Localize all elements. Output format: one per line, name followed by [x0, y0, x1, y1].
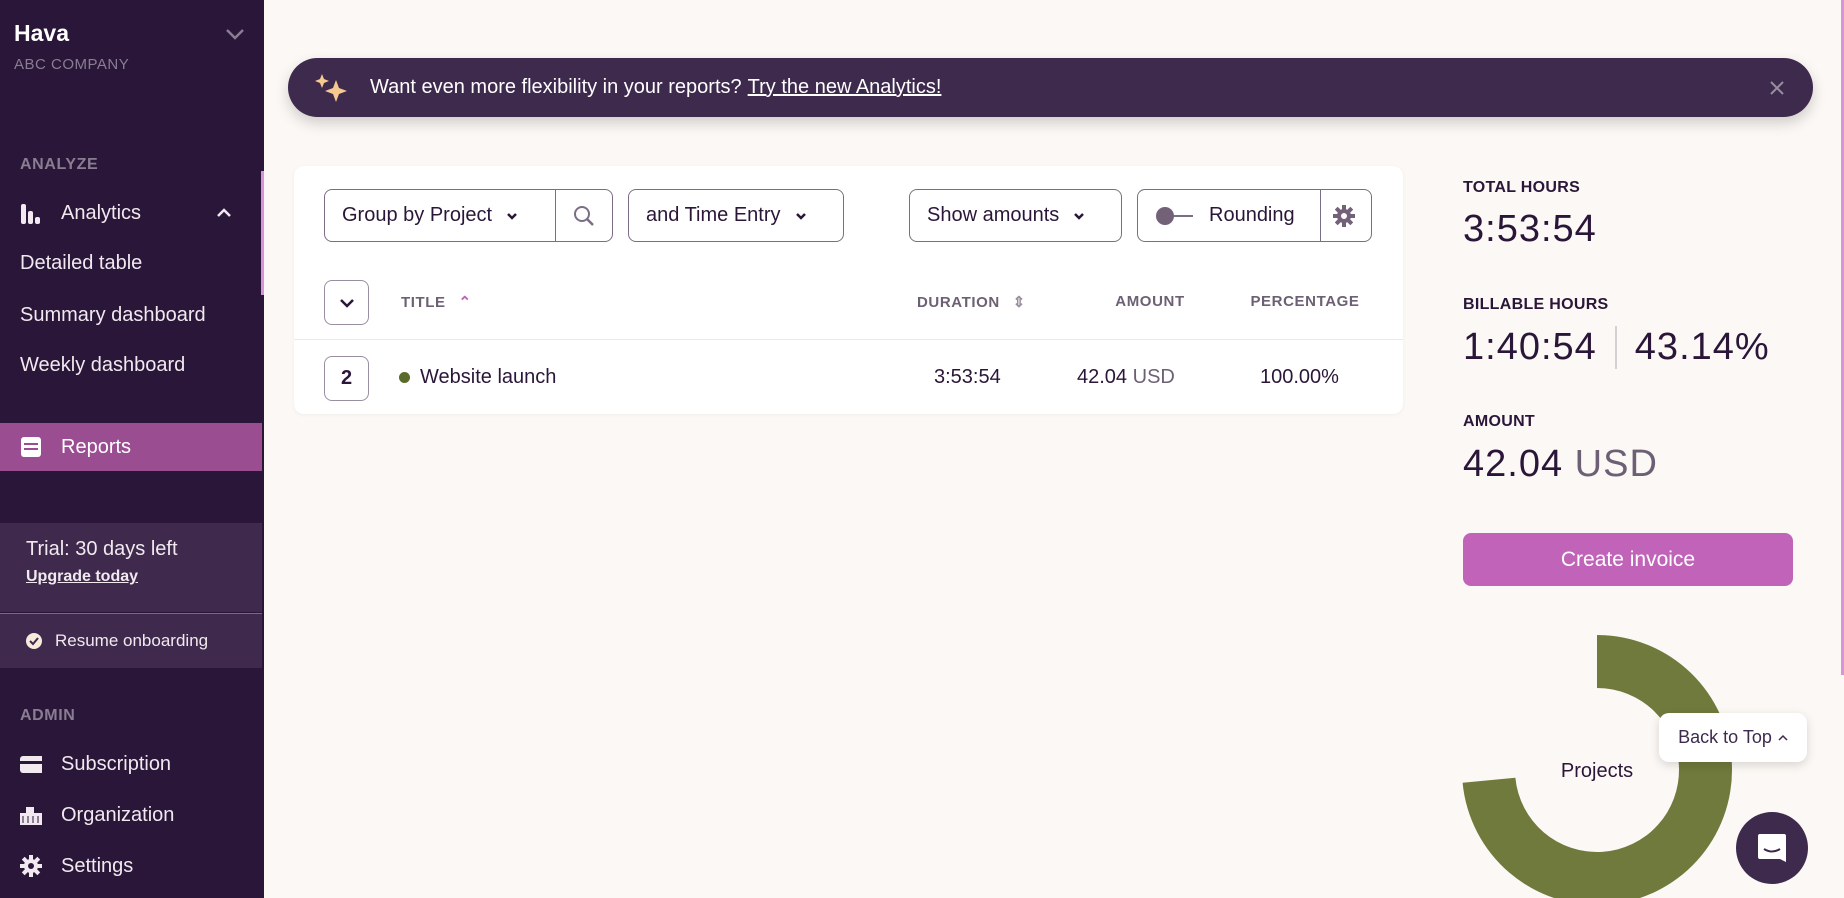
chevron-up-icon: [1778, 734, 1788, 741]
page-scrollbar[interactable]: [1841, 0, 1844, 675]
check-circle-icon: [26, 633, 42, 649]
sidebar-item-label: Reports: [61, 435, 132, 458]
donut-center-label: Projects: [1561, 760, 1633, 782]
row-amount: 42.04: [1077, 366, 1128, 388]
try-analytics-link[interactable]: Try the new Analytics!: [747, 76, 942, 98]
project-title: Website launch: [420, 366, 557, 388]
amount-value: 42.04: [1463, 443, 1564, 485]
analytics-banner: Want even more flexibility in your repor…: [288, 58, 1813, 117]
close-icon[interactable]: [1769, 80, 1785, 96]
sidebar-item-label: Subscription: [61, 752, 172, 775]
sort-icon: ⇕: [1012, 294, 1026, 311]
sidebar-item-label: Settings: [61, 854, 134, 877]
rounding-label: Rounding: [1209, 204, 1295, 226]
toggle-off-icon: [1156, 206, 1193, 225]
chevron-down-icon: [1074, 212, 1085, 220]
chevron-down-icon: [795, 212, 806, 220]
create-invoice-button[interactable]: Create invoice: [1463, 533, 1793, 586]
chevron-up-icon: [217, 208, 231, 217]
header-duration-label: DURATION: [917, 294, 1000, 311]
billable-percentage: 43.14%: [1634, 326, 1770, 368]
workspace-name[interactable]: Hava: [14, 20, 69, 46]
resume-label: Resume onboarding: [55, 631, 209, 650]
projects-donut-chart: Projects: [1462, 635, 1732, 898]
header-title[interactable]: TITLE ⌃: [401, 293, 472, 311]
total-hours-value: 3:53:54: [1463, 208, 1597, 250]
upgrade-link[interactable]: Upgrade today: [26, 568, 139, 585]
sidebar-item-reports[interactable]: Reports: [0, 423, 262, 471]
trial-text: Trial: 30 days left: [26, 538, 178, 560]
search-icon: [574, 205, 594, 226]
header-percentage: PERCENTAGE: [1250, 293, 1360, 310]
chevron-down-icon: [507, 212, 517, 220]
trial-box: Trial: 30 days left Upgrade today: [0, 523, 262, 612]
back-to-top-button[interactable]: Back to Top: [1659, 713, 1807, 762]
company-name: ABC COMPANY: [14, 56, 130, 73]
sidebar: Hava ABC COMPANY ANALYZE Analytics Detai…: [0, 0, 264, 898]
sidebar-item-organization[interactable]: Organization: [0, 791, 262, 839]
report-table-card: Group by Project and Time Entry Show amo…: [294, 166, 1403, 414]
back-to-top-label: Back to Top: [1678, 727, 1772, 747]
sidebar-item-weekly-dashboard[interactable]: Weekly dashboard: [20, 353, 186, 376]
banner-text: Want even more flexibility in your repor…: [370, 76, 742, 98]
sidebar-item-label: Organization: [61, 803, 175, 826]
sidebar-item-settings[interactable]: Settings: [0, 842, 262, 890]
building-icon: [20, 805, 42, 825]
row-percentage: 100.00%: [1260, 366, 1339, 388]
divider: [1614, 326, 1617, 369]
bar-chart-icon: [20, 202, 42, 224]
donut-slice-website-launch[interactable]: [1462, 635, 1732, 898]
reports-icon: [20, 436, 42, 458]
rounding-settings-button[interactable]: [1320, 190, 1367, 241]
header-amount: AMOUNT: [1115, 293, 1185, 310]
entry-count[interactable]: 2: [324, 356, 369, 401]
sub-group-label: and Time Entry: [646, 204, 781, 226]
sparkles-icon: [315, 73, 347, 102]
rounding-control: Rounding: [1137, 189, 1372, 242]
total-hours-label: TOTAL HOURS: [1463, 179, 1581, 196]
chevron-down-icon[interactable]: [225, 28, 245, 40]
group-by-dropdown[interactable]: Group by Project: [325, 190, 555, 241]
expand-all-button[interactable]: [324, 280, 369, 325]
sidebar-item-summary-dashboard[interactable]: Summary dashboard: [20, 303, 206, 326]
search-button[interactable]: [555, 190, 612, 241]
sort-icon: ⌃: [458, 294, 472, 311]
resume-onboarding-button[interactable]: Resume onboarding: [0, 613, 262, 668]
row-currency: USD: [1132, 366, 1175, 388]
divider: [294, 339, 1403, 340]
sidebar-item-analytics[interactable]: Analytics: [0, 189, 262, 237]
billable-hours-label: BILLABLE HOURS: [1463, 296, 1609, 313]
chevron-down-icon: [339, 298, 354, 308]
row-duration: 3:53:54: [934, 366, 1001, 388]
amount-label: AMOUNT: [1463, 413, 1536, 430]
sidebar-scrollbar[interactable]: [261, 171, 264, 295]
sidebar-item-detailed-table[interactable]: Detailed table: [20, 251, 143, 274]
header-duration[interactable]: DURATION ⇕: [917, 293, 1026, 311]
billable-hours-value: 1:40:54: [1463, 326, 1597, 368]
rounding-toggle[interactable]: Rounding: [1138, 190, 1320, 241]
sub-group-dropdown[interactable]: and Time Entry: [628, 189, 844, 242]
show-amounts-dropdown[interactable]: Show amounts: [909, 189, 1122, 242]
section-admin: ADMIN: [20, 707, 76, 724]
amount-currency: USD: [1574, 443, 1658, 485]
sidebar-item-subscription[interactable]: Subscription: [0, 740, 262, 788]
chat-button[interactable]: [1736, 812, 1808, 884]
gear-icon: [1333, 204, 1355, 227]
credit-card-icon: [20, 755, 42, 773]
header-title-label: TITLE: [401, 294, 446, 311]
project-color-dot: [399, 372, 410, 383]
sidebar-item-label: Analytics: [61, 201, 142, 224]
group-by-label: Group by Project: [342, 204, 493, 226]
section-analyze: ANALYZE: [20, 156, 99, 173]
gear-icon: [20, 855, 42, 877]
group-by-control: Group by Project: [324, 189, 613, 242]
show-amounts-label: Show amounts: [927, 204, 1060, 226]
chat-icon: [1758, 834, 1786, 862]
